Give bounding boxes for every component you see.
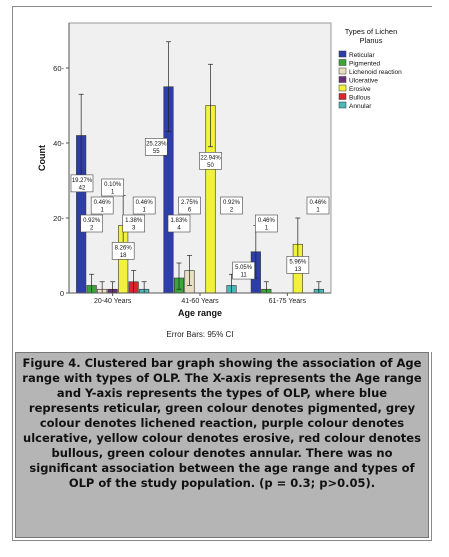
data-label-text: 0.10% [104, 182, 122, 188]
data-label: 8.26% 18 [111, 242, 135, 260]
data-label-text: 1.83% [170, 218, 188, 224]
data-label: 0.10% 1 [101, 178, 124, 197]
data-label-text: 25.23% [146, 141, 167, 147]
legend-label: Bullous [349, 95, 371, 102]
bars-layer: 19.27%420.92%20.46%10.10%18.26%181.38%30… [70, 41, 330, 294]
legend-label: Lichenoid reaction [349, 69, 402, 76]
data-label-box [122, 214, 145, 233]
legend-label: Annular [349, 103, 372, 110]
data-label-text: 1 [100, 208, 104, 214]
data-label-box [70, 174, 94, 193]
data-label: 5.05% 11 [232, 261, 255, 280]
data-label-text: 5.96% [289, 259, 307, 265]
legend-label: Reticular [349, 52, 375, 59]
data-label: 5.96% 13 [286, 256, 310, 274]
clustered-bar-chart: 19.27%420.92%20.46%10.10%18.26%181.38%30… [13, 7, 433, 352]
data-label: 0.46% 1 [132, 196, 156, 215]
legend-swatch [338, 101, 347, 109]
data-label: 1.38% 3 [122, 214, 145, 233]
data-label: 1.83% 4 [167, 214, 191, 233]
data-label-text: 4 [177, 226, 181, 232]
data-label-text: 1.38% [125, 218, 143, 224]
legend-label: Ulcerative [349, 78, 378, 85]
data-label: 0.46% 1 [255, 214, 278, 233]
legend-swatch [338, 76, 347, 83]
data-label-box [286, 256, 310, 274]
legend-swatch [338, 67, 347, 75]
data-label-text: 0.92% [83, 218, 101, 224]
data-label: 0.92% 2 [80, 214, 103, 233]
data-label: 0.46% 1 [306, 196, 330, 215]
data-label-text: 13 [294, 267, 301, 273]
data-label: 0.46% 1 [90, 196, 114, 215]
data-label-text: 1 [265, 226, 269, 232]
data-label-text: 2 [90, 226, 94, 232]
data-label-box [80, 214, 103, 233]
data-label-text: 1 [316, 208, 320, 214]
y-tick-label: 40- [53, 139, 64, 148]
x-tick-label: 61-75 Years [269, 298, 307, 305]
data-label-text: 2 [230, 208, 234, 214]
legend-title: Types of Lichen Planus [345, 27, 398, 45]
legend: Types of Lichen Planus Reticular Pigmented… [338, 27, 402, 110]
data-label-box [167, 214, 191, 233]
legend-swatch [338, 93, 347, 100]
data-label-text: 0.46% [94, 200, 112, 206]
legend-swatch [338, 59, 347, 66]
y-axis-title: Count [37, 145, 47, 171]
data-label-text: 22.94% [200, 155, 221, 161]
data-label-text: 3 [132, 226, 136, 232]
data-label-text: 5.05% [235, 265, 253, 271]
x-tick-label: 20-40 Years [94, 298, 132, 305]
data-label-box [255, 214, 278, 233]
axes-layer: 0 20- 40- 60- 20-40 Years 41-60 Years 61-75 Ye… [53, 23, 331, 305]
data-label-box [111, 242, 135, 260]
data-label: 25.23% 55 [144, 138, 168, 156]
data-label-text: 0.46% [309, 200, 327, 206]
data-label-box [90, 196, 114, 215]
y-tick-label: 20- [53, 214, 64, 223]
data-label: 0.92% 2 [220, 196, 243, 215]
data-label-text: 11 [240, 273, 247, 279]
data-label-box [199, 152, 222, 170]
data-label-text: 1 [111, 190, 115, 196]
data-label-text: 1 [142, 208, 146, 214]
data-label-box [232, 261, 255, 280]
data-label-text: 2.75% [181, 200, 199, 206]
data-label-box [144, 138, 168, 156]
data-label-text: 6 [188, 208, 192, 214]
figure-caption: Figure 4. Clustered bar graph showing th… [15, 352, 429, 538]
data-label-box [220, 196, 243, 215]
data-label-box [132, 196, 156, 215]
x-axis-title: Age range [178, 308, 222, 318]
y-tick-label: 60- [53, 64, 64, 73]
caption-text: Figure 4. Clustered bar graph showing th… [22, 356, 422, 490]
data-label-text: 42 [79, 185, 86, 191]
y-tick-label: 0 [60, 289, 64, 298]
error-bars-note: Error Bars: 95% CI [166, 330, 233, 339]
figure-frame: 19.27% 42 0.92% 2 0.46% 1 0.10% 1 8.26% 18 1.38% 3 0… [12, 6, 433, 541]
data-label-box [306, 196, 330, 215]
data-label-text: 55 [153, 149, 160, 155]
data-label-text: 0.92% [223, 200, 241, 206]
data-label-box [178, 196, 201, 215]
x-tick-label: 41-60 Years [181, 298, 219, 305]
data-label-text: 0.46% [258, 218, 276, 224]
data-label-text: 8.26% [115, 245, 133, 251]
data-label-text: 19.27% [72, 178, 93, 184]
legend-swatch [338, 50, 347, 58]
legend-swatch [338, 84, 347, 92]
legend-label: Pigmented [349, 61, 380, 68]
data-label-text: 50 [207, 163, 214, 169]
legend-label: Erosive [349, 86, 371, 93]
data-label: 22.94% 50 [199, 152, 222, 170]
data-label-text: 18 [120, 253, 127, 259]
data-label: 19.27%42 [70, 174, 94, 193]
data-label-box [101, 178, 124, 197]
data-label: 2.75% 6 [178, 196, 201, 215]
data-label-text: 0.46% [136, 200, 154, 206]
